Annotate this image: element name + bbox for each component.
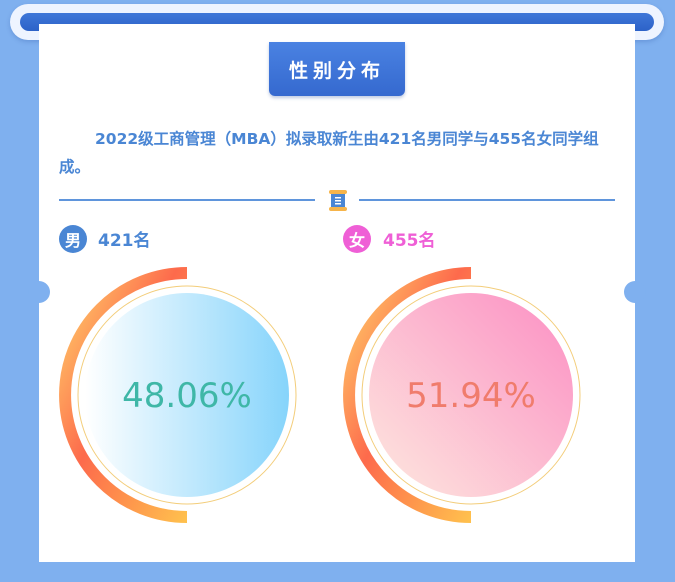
male-percent: 48.06% [122,376,252,416]
male-percent-ring: 48.06% [59,267,297,523]
intro-paragraph: 2022级工商管理（MBA）拟录取新生由421名男同学与455名女同学组成。 [59,130,599,176]
card-notch-left [28,281,50,303]
female-arc [343,267,472,523]
document-icon [329,190,347,211]
divider-right [359,199,615,201]
section-title: 性别分布 [269,42,405,96]
card-notch-right [624,281,646,303]
divider-left [59,199,315,201]
female-percent-ring: 51.94% [343,267,581,523]
female-count: 455名 [383,231,436,251]
female-percent: 51.94% [406,376,536,416]
male-arc [59,267,188,523]
male-count: 421名 [98,231,151,251]
female-badge-icon: 女 [343,225,371,253]
male-badge-icon: 男 [59,225,87,253]
